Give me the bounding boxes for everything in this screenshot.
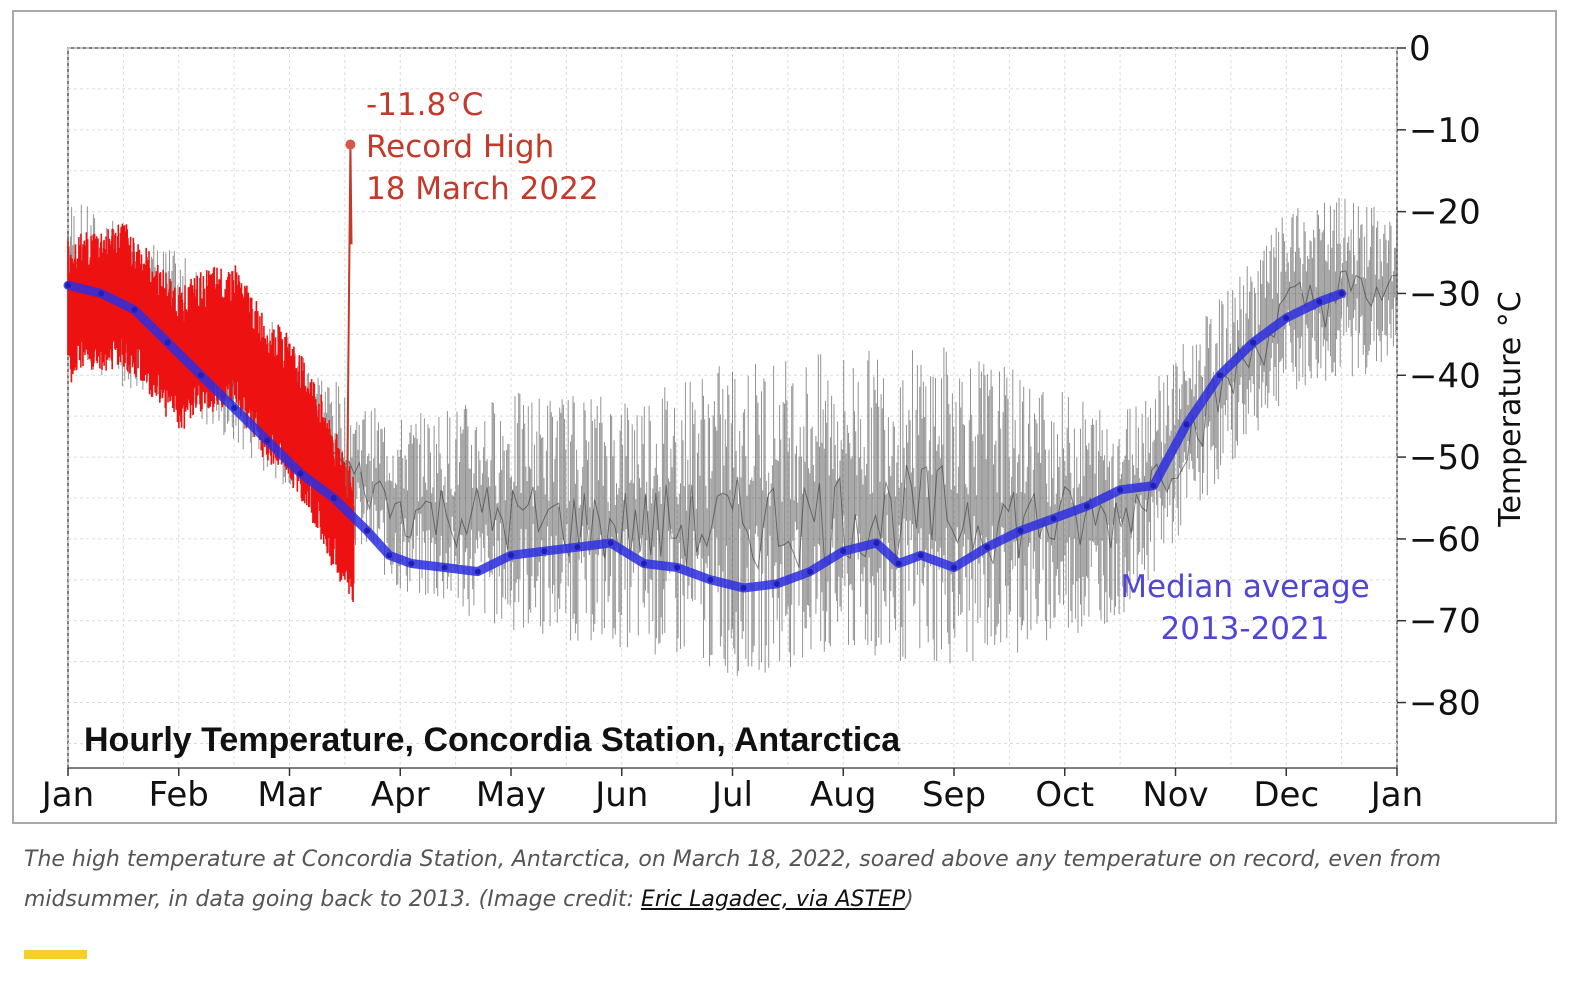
- median-point: [98, 290, 105, 297]
- record-title-label: Record High: [366, 129, 554, 165]
- median-point: [1017, 527, 1024, 534]
- median-label-line-2: 2013-2021: [1161, 611, 1330, 647]
- median-point: [386, 552, 393, 559]
- y-tick-label: −80: [1409, 684, 1481, 724]
- y-tick-label: 0: [1409, 29, 1431, 69]
- x-tick-label: Sep: [922, 775, 986, 815]
- y-tick-label: −20: [1409, 193, 1481, 233]
- y-tick-label: −30: [1409, 274, 1481, 314]
- median-point: [740, 585, 747, 591]
- chart-title: Hourly Temperature, Concordia Station, A…: [84, 721, 901, 759]
- median-legend-label: Median average 2013-2021: [1120, 569, 1370, 647]
- median-point: [297, 470, 304, 477]
- median-point: [541, 548, 548, 555]
- x-tick-label: May: [476, 775, 546, 815]
- x-tick-label: Jun: [593, 775, 648, 815]
- x-tick-label: Jul: [710, 775, 753, 815]
- y-tick-label: −60: [1409, 520, 1481, 560]
- median-label-line-1: Median average: [1120, 569, 1370, 605]
- temperature-chart: Jan Feb Mar Apr May Jun Jul Aug Sep Oct Nov Dec Jan …: [40, 29, 1528, 815]
- record-annotation: -11.8°C Record High 18 March 2022: [366, 87, 599, 207]
- median-point: [607, 540, 614, 546]
- x-tick-label: Mar: [257, 775, 321, 815]
- x-tick-label: Jan: [40, 775, 94, 815]
- median-point: [674, 564, 681, 571]
- median-point: [707, 576, 714, 583]
- median-point: [1117, 486, 1124, 493]
- x-tick-label: Nov: [1142, 775, 1208, 815]
- median-point: [574, 544, 581, 551]
- y-tick-label: −70: [1409, 602, 1481, 642]
- y-tick-label: −40: [1409, 356, 1481, 396]
- median-point: [65, 282, 71, 289]
- accent-bar: [24, 950, 87, 959]
- median-point: [895, 560, 902, 567]
- x-tick-label: Jan: [1369, 775, 1423, 815]
- median-point: [640, 560, 647, 567]
- median-point: [873, 540, 880, 546]
- x-tick-label: Feb: [149, 775, 209, 815]
- image-credit-link[interactable]: Eric Lagadec, via ASTEP: [640, 887, 906, 912]
- median-point: [917, 552, 924, 559]
- median-point: [508, 552, 514, 559]
- median-point: [364, 527, 371, 534]
- x-tick-label: Dec: [1253, 775, 1319, 815]
- caption-suffix: ): [905, 887, 914, 912]
- median-point: [441, 564, 448, 571]
- median-point: [1250, 339, 1257, 346]
- median-point: [330, 495, 337, 501]
- median-point: [1316, 298, 1323, 305]
- median-point: [131, 306, 138, 313]
- y-tick-label: −50: [1409, 438, 1481, 478]
- figure-caption: The high temperature at Concordia Statio…: [24, 840, 1504, 920]
- median-point: [264, 437, 271, 444]
- y-axis-ticks: 0 −10 −20 −30 −40 −50 −60 −70 −80: [1397, 29, 1481, 724]
- median-point: [1083, 503, 1090, 510]
- median-point: [1183, 421, 1190, 428]
- median-point: [984, 544, 991, 551]
- median-point: [1050, 515, 1057, 522]
- median-point: [164, 339, 171, 346]
- y-tick-label: −10: [1409, 111, 1481, 151]
- median-point: [231, 405, 238, 411]
- x-axis-ticks: Jan Feb Mar Apr May Jun Jul Aug Sep Oct Nov Dec Jan: [40, 768, 1423, 815]
- record-value-label: -11.8°C: [366, 87, 483, 123]
- caption-text: The high temperature at Concordia Statio…: [24, 847, 1442, 912]
- median-point: [197, 372, 204, 379]
- series-2022: [67, 139, 356, 602]
- record-high-point: [345, 139, 356, 150]
- x-tick-label: Apr: [371, 775, 430, 815]
- y-axis-label: Temperature °C: [1493, 291, 1528, 528]
- record-date-label: 18 March 2022: [366, 171, 599, 207]
- median-point: [773, 580, 780, 587]
- x-tick-label: Aug: [810, 775, 876, 815]
- median-point: [840, 548, 847, 555]
- median-point: [1338, 290, 1345, 297]
- median-point: [408, 560, 415, 567]
- median-point: [474, 568, 481, 575]
- series-median: [63, 280, 1347, 593]
- median-point: [951, 564, 957, 571]
- median-point: [1150, 482, 1157, 489]
- median-point: [807, 568, 814, 575]
- median-point: [1283, 315, 1290, 321]
- median-point: [1216, 372, 1223, 379]
- x-tick-label: Oct: [1035, 775, 1094, 815]
